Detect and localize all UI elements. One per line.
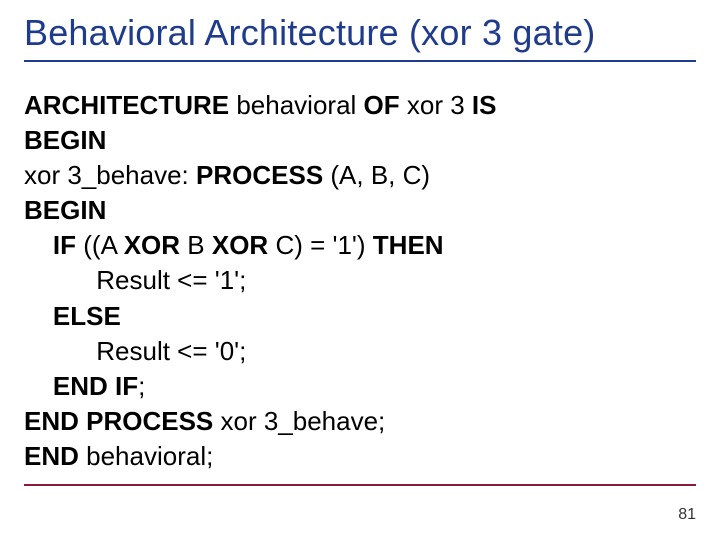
code-line-1: ARCHITECTURE behavioral OF xor 3 IS (24, 90, 497, 120)
code-text: xor 3_behave: (24, 160, 196, 190)
indent (24, 371, 53, 401)
kw-then: THEN (373, 230, 444, 260)
kw-end-if: END IF (53, 371, 138, 401)
code-text: behavioral; (86, 441, 213, 471)
kw-end-process: END PROCESS (24, 406, 221, 436)
code-line-8: Result <= '0'; (24, 336, 246, 366)
code-line-3: xor 3_behave: PROCESS (A, B, C) (24, 160, 430, 190)
title-divider (24, 60, 696, 62)
code-block: ARCHITECTURE behavioral OF xor 3 IS BEGI… (24, 88, 696, 474)
kw-end: END (24, 441, 86, 471)
code-text: xor 3 (407, 90, 472, 120)
page-number: 81 (678, 506, 696, 524)
kw-begin: BEGIN (24, 195, 106, 225)
indent (24, 265, 96, 295)
code-line-7: ELSE (24, 301, 121, 331)
code-text: Result <= '1'; (96, 265, 246, 295)
kw-is: IS (472, 90, 497, 120)
code-text: C) = '1') (275, 230, 372, 260)
code-text: behavioral (236, 90, 363, 120)
code-line-4: BEGIN (24, 195, 106, 225)
code-line-11: END behavioral; (24, 441, 213, 471)
slide: Behavioral Architecture (xor 3 gate) ARC… (0, 0, 720, 540)
slide-title: Behavioral Architecture (xor 3 gate) (24, 12, 696, 54)
code-line-6: Result <= '1'; (24, 265, 246, 295)
kw-begin: BEGIN (24, 125, 106, 155)
kw-of: OF (364, 90, 407, 120)
code-text: Result <= '0'; (96, 336, 246, 366)
code-line-2: BEGIN (24, 125, 106, 155)
code-text: ((A (83, 230, 123, 260)
code-text: B (187, 230, 212, 260)
indent (24, 301, 53, 331)
indent (24, 336, 96, 366)
code-line-9: END IF; (24, 371, 145, 401)
kw-xor: XOR (124, 230, 188, 260)
kw-xor: XOR (212, 230, 276, 260)
kw-process: PROCESS (196, 160, 330, 190)
kw-if: IF (53, 230, 83, 260)
kw-architecture: ARCHITECTURE (24, 90, 236, 120)
code-line-10: END PROCESS xor 3_behave; (24, 406, 385, 436)
code-text: ; (138, 371, 145, 401)
indent (24, 230, 53, 260)
code-text: xor 3_behave; (221, 406, 386, 436)
kw-else: ELSE (53, 301, 121, 331)
bottom-divider (24, 484, 696, 486)
code-text: (A, B, C) (330, 160, 430, 190)
code-line-5: IF ((A XOR B XOR C) = '1') THEN (24, 230, 444, 260)
